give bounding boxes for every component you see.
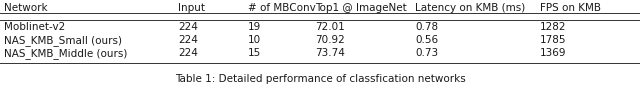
- Text: 70.92: 70.92: [315, 35, 345, 45]
- Text: 73.74: 73.74: [315, 48, 345, 58]
- Text: 15: 15: [248, 48, 261, 58]
- Text: Latency on KMB (ms): Latency on KMB (ms): [415, 3, 525, 13]
- Text: Moblinet-v2: Moblinet-v2: [4, 22, 65, 32]
- Text: 224: 224: [178, 22, 198, 32]
- Text: Network: Network: [4, 3, 47, 13]
- Text: FPS on KMB: FPS on KMB: [540, 3, 601, 13]
- Text: 72.01: 72.01: [315, 22, 345, 32]
- Text: NAS_KMB_Small (ours): NAS_KMB_Small (ours): [4, 35, 122, 46]
- Text: 224: 224: [178, 35, 198, 45]
- Text: Table 1: Detailed performance of classfication networks: Table 1: Detailed performance of classfi…: [175, 74, 465, 84]
- Text: 224: 224: [178, 48, 198, 58]
- Text: 0.78: 0.78: [415, 22, 438, 32]
- Text: NAS_KMB_Middle (ours): NAS_KMB_Middle (ours): [4, 48, 127, 59]
- Text: 1785: 1785: [540, 35, 566, 45]
- Text: 0.56: 0.56: [415, 35, 438, 45]
- Text: Input: Input: [178, 3, 205, 13]
- Text: 1282: 1282: [540, 22, 566, 32]
- Text: Top1 @ ImageNet: Top1 @ ImageNet: [315, 3, 407, 13]
- Text: 19: 19: [248, 22, 261, 32]
- Text: # of MBConv: # of MBConv: [248, 3, 316, 13]
- Text: 10: 10: [248, 35, 261, 45]
- Text: 1369: 1369: [540, 48, 566, 58]
- Text: 0.73: 0.73: [415, 48, 438, 58]
